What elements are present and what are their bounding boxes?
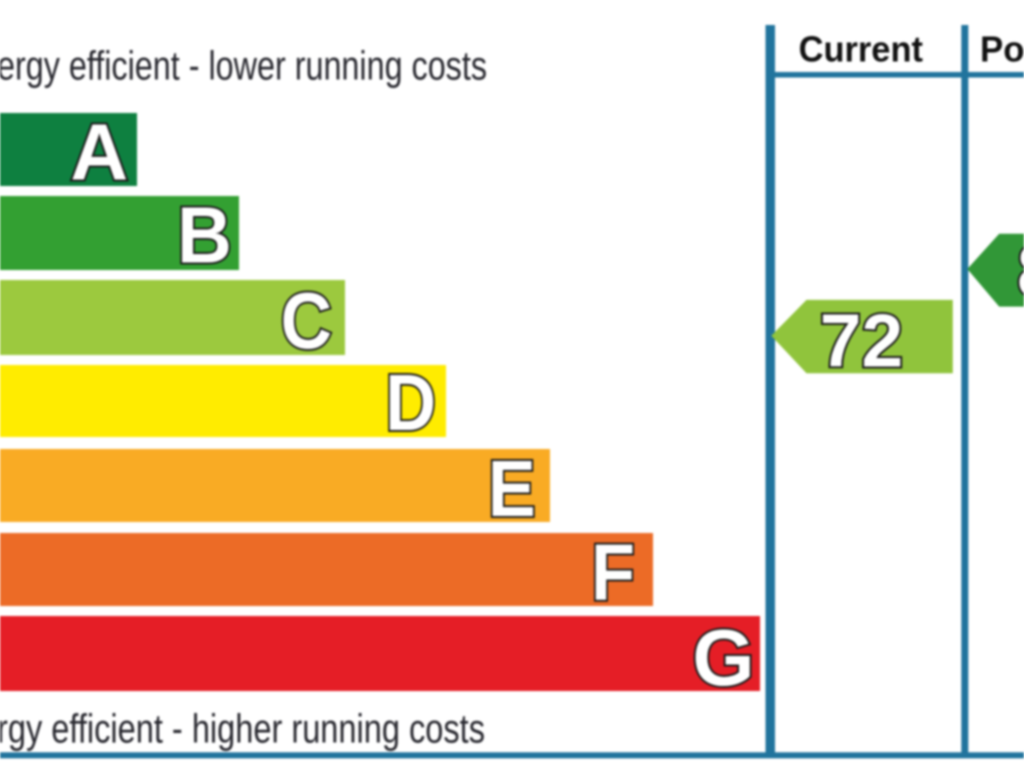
svg-text:C: C xyxy=(281,276,332,366)
svg-text:ergy efficient - lower running: ergy efficient - lower running costs xyxy=(0,43,487,89)
svg-text:G: G xyxy=(692,613,754,702)
svg-text:rgy efficient - higher running: rgy efficient - higher running costs xyxy=(0,706,485,752)
svg-text:Current: Current xyxy=(799,29,923,70)
svg-text:E: E xyxy=(488,445,536,534)
svg-text:B: B xyxy=(177,190,232,280)
svg-text:D: D xyxy=(385,358,436,447)
svg-text:F: F xyxy=(591,528,635,617)
svg-text:Potential: Potential xyxy=(980,29,1024,70)
svg-text:A: A xyxy=(70,108,128,197)
svg-text:81: 81 xyxy=(1017,229,1024,313)
svg-text:72: 72 xyxy=(820,299,903,383)
